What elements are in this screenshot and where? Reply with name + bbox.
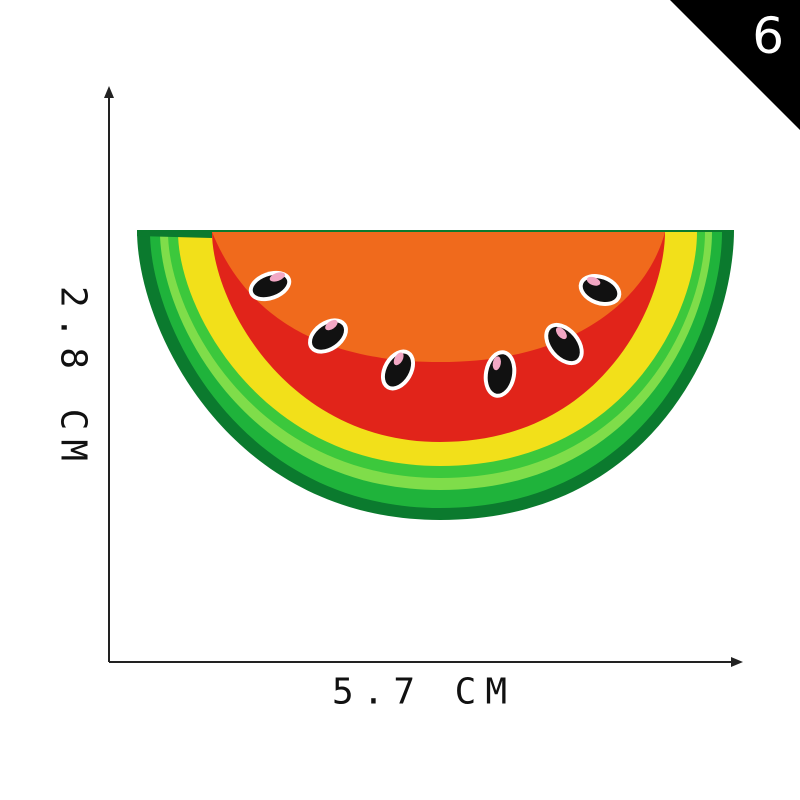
badge-number: 6	[752, 7, 784, 65]
horizontal-arrow-icon	[731, 657, 743, 667]
seed-icon	[483, 350, 517, 398]
corner-badge	[670, 0, 800, 130]
vertical-arrow-icon	[104, 86, 114, 98]
rind-top-edge	[137, 230, 212, 238]
watermelon-patch	[137, 230, 734, 520]
seed-icon	[578, 274, 622, 306]
height-label: 2.8 CM	[52, 285, 94, 471]
seed-icon	[308, 318, 348, 354]
seed-icon	[544, 322, 584, 366]
width-label: 5.7 CM	[331, 671, 517, 713]
seeds	[248, 270, 622, 398]
seed-icon	[380, 349, 416, 391]
seed-icon	[248, 270, 292, 302]
